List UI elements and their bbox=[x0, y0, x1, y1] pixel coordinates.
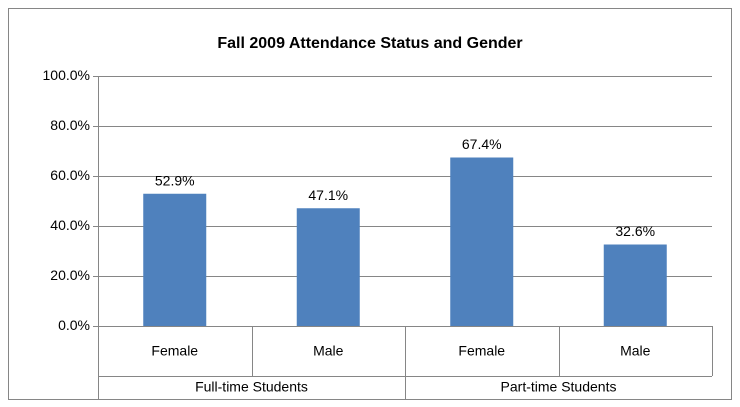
x-tick-label: Female bbox=[151, 343, 198, 359]
y-tick-label: 40.0% bbox=[50, 217, 90, 233]
group-label: Full-time Students bbox=[195, 379, 308, 395]
x-tick-label: Male bbox=[313, 343, 344, 359]
y-tick-label: 80.0% bbox=[50, 117, 90, 133]
bar bbox=[450, 157, 514, 326]
data-label: 52.9% bbox=[155, 172, 195, 188]
data-label: 67.4% bbox=[462, 136, 502, 152]
data-label: 47.1% bbox=[308, 187, 348, 203]
chart-title: Fall 2009 Attendance Status and Gender bbox=[217, 35, 522, 52]
bar bbox=[296, 208, 360, 326]
y-tick-label: 100.0% bbox=[43, 67, 90, 83]
x-tick-label: Female bbox=[458, 343, 505, 359]
y-tick-label: 20.0% bbox=[50, 267, 90, 283]
bar bbox=[603, 244, 667, 326]
y-tick-label: 0.0% bbox=[58, 317, 90, 333]
bar bbox=[143, 193, 207, 326]
chart-border bbox=[8, 8, 732, 400]
y-tick-label: 60.0% bbox=[50, 167, 90, 183]
group-label: Part-time Students bbox=[501, 379, 617, 395]
x-tick-label: Male bbox=[620, 343, 651, 359]
data-label: 32.6% bbox=[615, 223, 655, 239]
